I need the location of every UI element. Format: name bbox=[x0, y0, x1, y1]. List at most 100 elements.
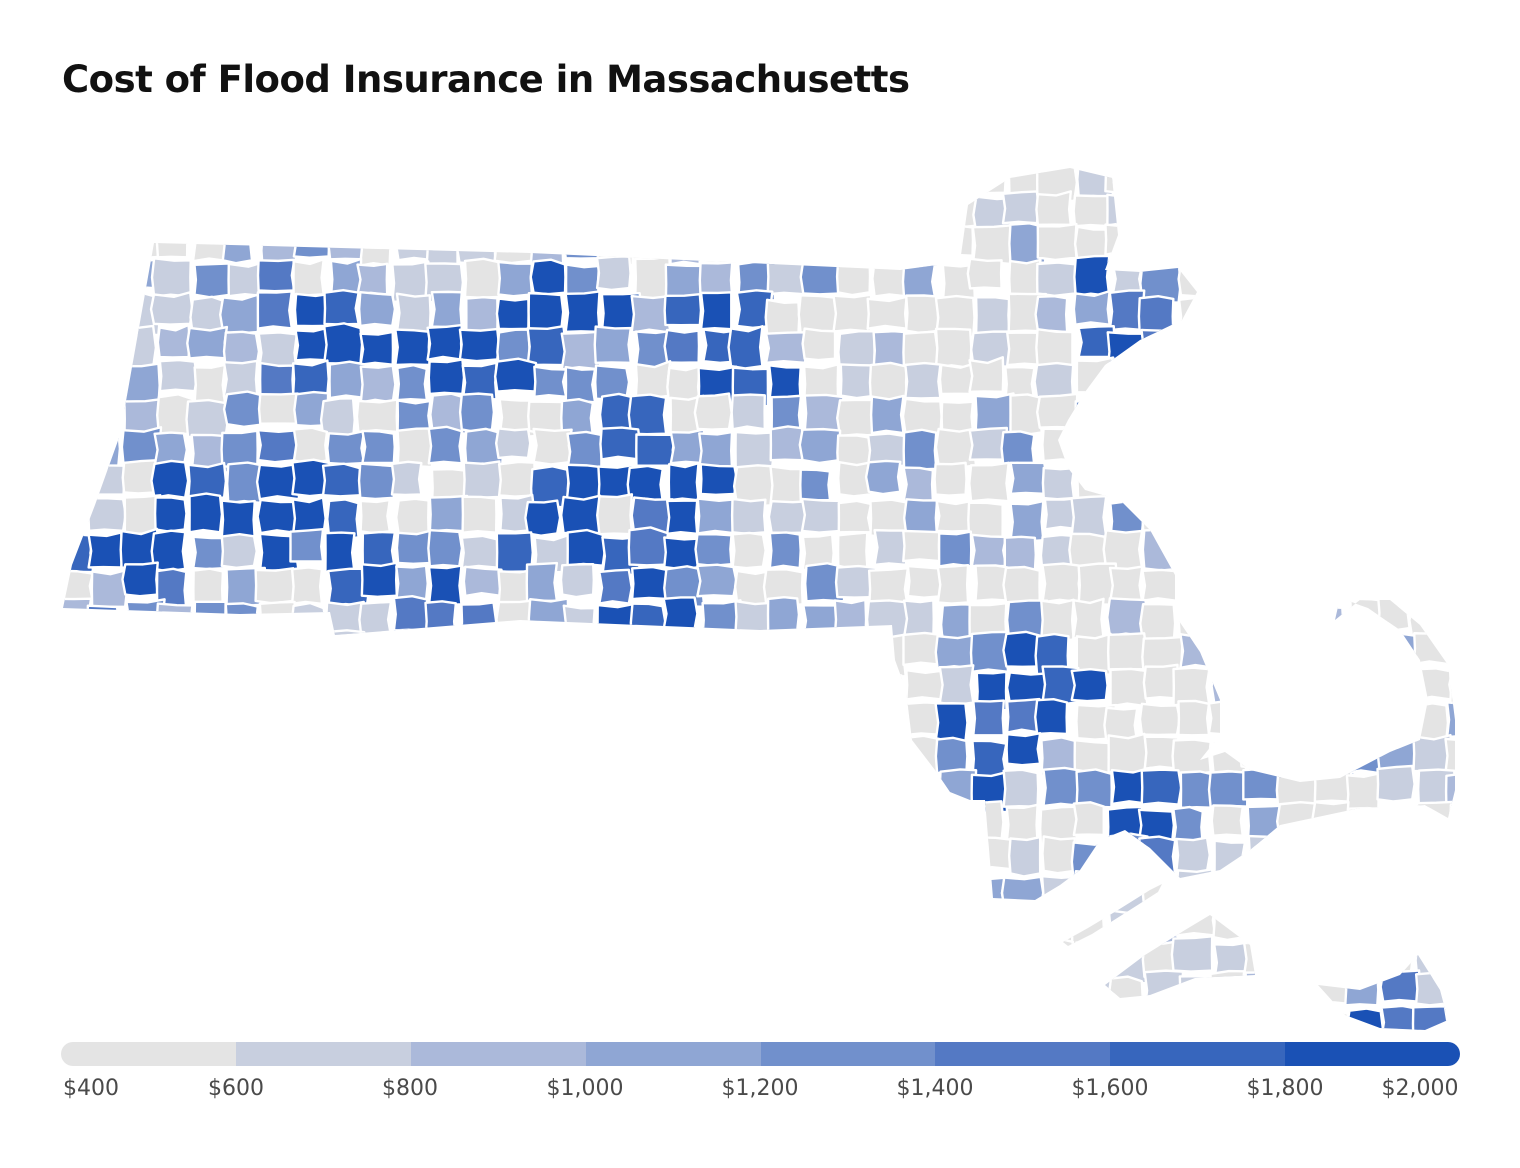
town-region bbox=[565, 168, 603, 195]
town-region bbox=[629, 665, 664, 702]
town-region bbox=[525, 664, 559, 703]
town-region bbox=[699, 872, 743, 910]
town-region bbox=[1075, 356, 1115, 394]
town-region bbox=[1207, 598, 1244, 632]
town-region bbox=[1041, 665, 1080, 707]
town-region bbox=[1174, 432, 1213, 470]
town-region bbox=[117, 324, 158, 371]
town-region bbox=[736, 834, 769, 872]
town-region bbox=[1241, 327, 1286, 367]
town-region bbox=[1311, 800, 1350, 841]
town-region bbox=[598, 568, 633, 605]
town-region bbox=[323, 972, 357, 1010]
town-region bbox=[527, 803, 566, 849]
town-region bbox=[84, 289, 127, 328]
town-region bbox=[356, 807, 397, 843]
town-region bbox=[1175, 868, 1215, 905]
town-region bbox=[971, 907, 1014, 946]
town-region bbox=[149, 871, 195, 911]
town-region bbox=[1342, 667, 1385, 701]
town-region bbox=[460, 803, 503, 846]
town-region bbox=[664, 739, 707, 781]
town-region bbox=[1179, 360, 1216, 402]
town-region bbox=[736, 804, 771, 840]
town-region bbox=[1073, 254, 1111, 298]
town-region bbox=[187, 939, 221, 982]
town-region bbox=[63, 800, 96, 841]
town-region bbox=[224, 668, 264, 709]
town-region bbox=[1314, 704, 1350, 743]
town-region bbox=[392, 187, 433, 229]
town-region bbox=[187, 192, 223, 229]
town-region bbox=[733, 938, 770, 980]
town-region bbox=[902, 1008, 942, 1030]
town-region bbox=[1415, 325, 1455, 368]
town-region bbox=[974, 296, 1011, 336]
town-region bbox=[391, 700, 433, 741]
town-region bbox=[1041, 466, 1076, 501]
town-region bbox=[1414, 667, 1454, 701]
town-region bbox=[1345, 1007, 1384, 1030]
town-region bbox=[1003, 972, 1044, 1014]
legend-bin-1000-1200 bbox=[585, 1042, 761, 1066]
town-region bbox=[1277, 562, 1314, 601]
town-region bbox=[458, 706, 502, 741]
town-region bbox=[158, 733, 197, 772]
town-region bbox=[839, 971, 881, 1014]
legend-bin-1800-2000 bbox=[1285, 1042, 1460, 1066]
town-region bbox=[395, 529, 433, 566]
town-region bbox=[1243, 876, 1284, 913]
town-region bbox=[495, 939, 528, 981]
town-region bbox=[119, 633, 164, 678]
town-region bbox=[459, 840, 498, 878]
town-region bbox=[836, 190, 873, 230]
town-region bbox=[524, 701, 563, 736]
town-region bbox=[526, 189, 569, 228]
town-region bbox=[533, 940, 573, 978]
town-region bbox=[424, 941, 460, 984]
town-region bbox=[700, 766, 741, 805]
town-region bbox=[1309, 228, 1347, 268]
town-region bbox=[594, 905, 636, 939]
town-region bbox=[802, 901, 843, 943]
town-region bbox=[1377, 903, 1421, 939]
legend-tick-label: $1,000 bbox=[546, 1076, 624, 1101]
town-region bbox=[902, 428, 938, 471]
town-region bbox=[1277, 187, 1317, 222]
town-region bbox=[456, 869, 495, 909]
town-region bbox=[1413, 632, 1451, 666]
town-region bbox=[1204, 531, 1247, 574]
town-region bbox=[593, 768, 629, 812]
town-region bbox=[1104, 221, 1138, 256]
town-region bbox=[1000, 430, 1036, 467]
town-region bbox=[970, 533, 1008, 568]
town-region bbox=[258, 972, 297, 1015]
town-region bbox=[872, 904, 905, 940]
town-region bbox=[1175, 901, 1217, 937]
town-region bbox=[1143, 969, 1185, 1013]
town-region bbox=[1210, 804, 1244, 837]
town-region bbox=[872, 765, 909, 807]
town-region bbox=[937, 971, 977, 1011]
town-region bbox=[1002, 901, 1043, 945]
town-region bbox=[1276, 908, 1316, 952]
town-region bbox=[1347, 871, 1384, 905]
town-region bbox=[327, 225, 367, 261]
town-region bbox=[767, 971, 802, 1006]
town-region bbox=[1449, 362, 1455, 403]
town-region bbox=[1176, 192, 1211, 234]
town-region bbox=[63, 769, 90, 811]
town-region bbox=[428, 698, 470, 739]
town-region bbox=[362, 168, 397, 201]
town-region bbox=[833, 223, 872, 265]
town-region bbox=[1280, 460, 1322, 501]
town-region bbox=[598, 699, 631, 744]
town-region bbox=[458, 664, 502, 704]
town-region bbox=[463, 257, 502, 299]
town-region bbox=[394, 801, 437, 836]
town-region bbox=[601, 801, 635, 837]
town-region bbox=[866, 734, 904, 770]
town-region bbox=[768, 869, 806, 909]
town-region bbox=[935, 499, 973, 533]
